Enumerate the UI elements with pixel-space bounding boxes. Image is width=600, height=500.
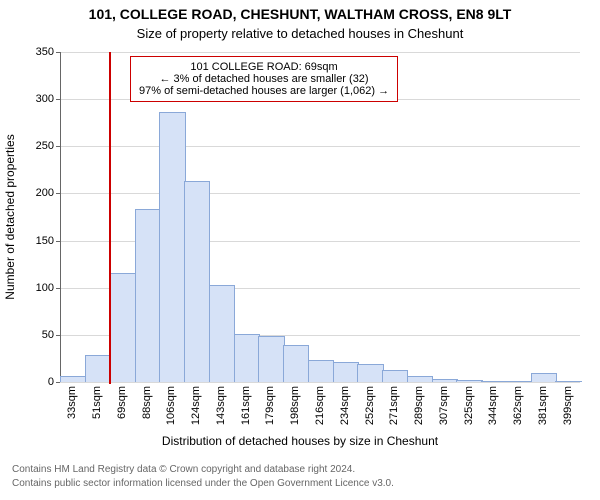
histogram-bar	[382, 370, 408, 382]
histogram-bar	[159, 112, 185, 382]
chart-subtitle: Size of property relative to detached ho…	[0, 26, 600, 41]
x-tick-label: 161sqm	[240, 382, 252, 425]
histogram-bar	[333, 362, 359, 382]
histogram-bar	[234, 334, 260, 382]
y-tick-label: 100	[36, 282, 60, 294]
plot-area: 05010015020025030035033sqm51sqm69sqm88sq…	[60, 52, 580, 382]
x-tick-label: 271sqm	[388, 382, 400, 425]
x-tick-label: 198sqm	[289, 382, 301, 425]
info-box: 101 COLLEGE ROAD: 69sqm← 3% of detached …	[130, 56, 398, 102]
x-tick-label: 33sqm	[66, 382, 78, 419]
x-tick-label: 289sqm	[413, 382, 425, 425]
histogram-bar	[184, 181, 210, 382]
y-tick-label: 200	[36, 187, 60, 199]
histogram-bar	[135, 209, 161, 382]
y-tick-label: 0	[48, 376, 60, 388]
x-tick-label: 325sqm	[463, 382, 475, 425]
x-tick-label: 399sqm	[562, 382, 574, 425]
info-box-line: 97% of semi-detached houses are larger (…	[139, 85, 389, 97]
footnote-line-2: Contains public sector information licen…	[12, 478, 394, 489]
x-tick-label: 106sqm	[165, 382, 177, 425]
x-tick-label: 381sqm	[537, 382, 549, 425]
info-box-line: ← 3% of detached houses are smaller (32)	[139, 73, 389, 85]
histogram-bar	[258, 336, 284, 382]
histogram-bar	[531, 373, 557, 382]
x-tick-label: 69sqm	[116, 382, 128, 419]
x-tick-label: 143sqm	[215, 382, 227, 425]
x-axis-label: Distribution of detached houses by size …	[0, 434, 600, 448]
x-tick-label: 234sqm	[339, 382, 351, 425]
x-tick-label: 362sqm	[512, 382, 524, 425]
footnote-line-1: Contains HM Land Registry data © Crown c…	[12, 464, 355, 475]
x-tick-label: 88sqm	[141, 382, 153, 419]
histogram-bar	[110, 273, 136, 382]
x-tick-label: 307sqm	[438, 382, 450, 425]
x-tick-label: 252sqm	[364, 382, 376, 425]
subject-marker-line	[109, 52, 111, 384]
y-tick-label: 300	[36, 93, 60, 105]
chart-title: 101, COLLEGE ROAD, CHESHUNT, WALTHAM CRO…	[0, 6, 600, 22]
chart-frame: { "title_line1": "101, COLLEGE ROAD, CHE…	[0, 0, 600, 500]
info-box-line: 101 COLLEGE ROAD: 69sqm	[139, 61, 389, 73]
histogram-bar	[357, 364, 383, 382]
histogram-bar	[209, 285, 235, 382]
y-tick-label: 50	[42, 329, 60, 341]
y-tick-label: 350	[36, 46, 60, 58]
y-axis-label: Number of detached properties	[3, 134, 17, 299]
x-tick-label: 124sqm	[190, 382, 202, 425]
x-tick-label: 344sqm	[487, 382, 499, 425]
x-tick-label: 216sqm	[314, 382, 326, 425]
histogram-bar	[283, 345, 309, 382]
y-tick-label: 150	[36, 235, 60, 247]
y-tick-label: 250	[36, 140, 60, 152]
x-tick-label: 179sqm	[264, 382, 276, 425]
histogram-bar	[308, 360, 334, 382]
x-tick-label: 51sqm	[91, 382, 103, 419]
histogram-bar	[85, 355, 111, 382]
